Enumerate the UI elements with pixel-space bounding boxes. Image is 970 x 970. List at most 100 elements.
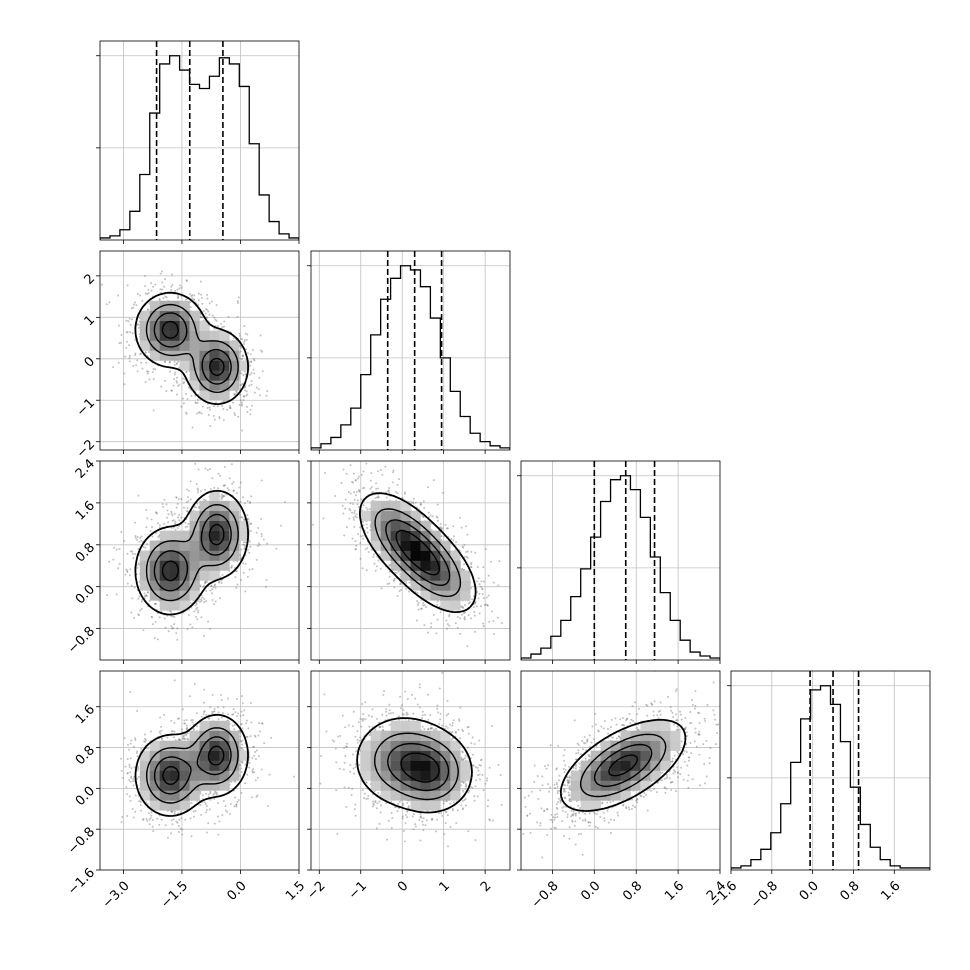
scatter-point — [118, 547, 121, 550]
density-bin — [420, 570, 431, 581]
scatter-point — [486, 604, 489, 607]
scatter-point — [239, 481, 242, 484]
scatter-point — [251, 796, 254, 799]
scatter-point — [217, 487, 220, 490]
scatter-point — [154, 620, 157, 623]
contour-level — [145, 303, 239, 393]
scatter-point — [386, 583, 389, 586]
scatter-point — [182, 377, 185, 380]
scatter-point — [482, 625, 485, 628]
scatter-point — [240, 548, 243, 551]
scatter-point — [126, 772, 129, 775]
scatter-point — [100, 283, 103, 286]
scatter-point — [362, 504, 365, 507]
scatter-point — [239, 384, 242, 387]
scatter-point — [252, 368, 255, 371]
scatter-point — [218, 417, 221, 420]
scatter-point — [172, 615, 175, 618]
scatter-point — [432, 479, 435, 482]
scatter-point — [228, 477, 231, 480]
scatter-point — [196, 487, 199, 490]
scatter-point — [283, 501, 286, 504]
density-bin — [149, 310, 160, 321]
scatter-point — [415, 619, 418, 622]
scatter-point — [474, 601, 477, 604]
scatter-point — [370, 485, 373, 488]
scatter-point — [230, 463, 233, 466]
scatter-point — [154, 368, 157, 371]
scatter-point — [374, 569, 377, 572]
scatter-point — [241, 355, 244, 358]
scatter-point — [241, 761, 244, 764]
scatter-point — [180, 498, 183, 501]
scatter-point — [480, 580, 483, 583]
scatter-point — [233, 393, 236, 396]
density-bin — [440, 580, 451, 591]
scatter-point — [135, 364, 138, 367]
scatter-point — [187, 522, 190, 525]
scatter-point — [163, 278, 166, 281]
scatter-point — [165, 516, 168, 519]
scatter-point — [131, 332, 134, 335]
scatter-point — [185, 370, 188, 373]
scatter-point — [252, 358, 255, 361]
scatter-point — [176, 362, 179, 365]
scatter-point — [186, 525, 189, 528]
scatter-point — [244, 562, 247, 565]
density-bin — [179, 310, 190, 321]
scatter-point — [137, 548, 140, 551]
scatter-point — [249, 540, 252, 543]
contour-lines — [134, 291, 249, 405]
scatter-point — [354, 548, 357, 551]
density-bin — [400, 570, 411, 581]
scatter-point — [470, 561, 473, 564]
scatter-point — [377, 496, 380, 499]
scatter-point — [165, 389, 168, 392]
scatter-point — [136, 538, 139, 541]
scatter-point — [200, 616, 203, 619]
contour-level — [359, 492, 477, 613]
y-tick-label: 2.4 — [73, 456, 98, 481]
scatter-point — [146, 517, 149, 520]
scatter-point — [166, 509, 169, 512]
scatter-point — [387, 489, 390, 492]
contour-level — [145, 504, 239, 602]
scatter-point — [448, 615, 451, 618]
scatter-point — [173, 519, 176, 522]
scatter-point — [396, 595, 399, 598]
scatter-point — [144, 546, 147, 549]
scatter-point — [463, 568, 466, 571]
scatter-point — [170, 389, 173, 392]
scatter-point — [452, 535, 455, 538]
scatter-point — [237, 296, 240, 299]
scatter-point — [249, 408, 252, 411]
scatter-point — [459, 632, 462, 635]
histogram-0 — [100, 55, 299, 240]
scatter-point — [244, 590, 247, 593]
scatter-point — [349, 502, 352, 505]
scatter-point — [243, 518, 246, 521]
scatter-point — [422, 515, 425, 518]
scatter-point — [249, 364, 252, 367]
scatter-point — [470, 587, 473, 590]
density-bin — [189, 590, 200, 601]
density-bin — [430, 590, 441, 601]
scatter-point — [185, 411, 188, 414]
scatter-point — [243, 325, 246, 328]
density-bin — [179, 550, 190, 561]
scatter-point — [393, 586, 396, 589]
scatter-point — [212, 405, 215, 408]
scatter-point — [152, 623, 155, 626]
scatter-point — [322, 517, 325, 520]
scatter-point — [354, 548, 357, 551]
scatter-point — [483, 603, 486, 606]
scatter-point — [237, 415, 240, 418]
scatter-point — [105, 303, 108, 306]
scatter-point — [500, 622, 503, 625]
scatter-point — [246, 514, 249, 517]
scatter-point — [108, 560, 111, 563]
scatter-point — [353, 512, 356, 515]
scatter-point — [221, 405, 224, 408]
scatter-point — [452, 525, 455, 528]
scatter-point — [239, 334, 242, 337]
